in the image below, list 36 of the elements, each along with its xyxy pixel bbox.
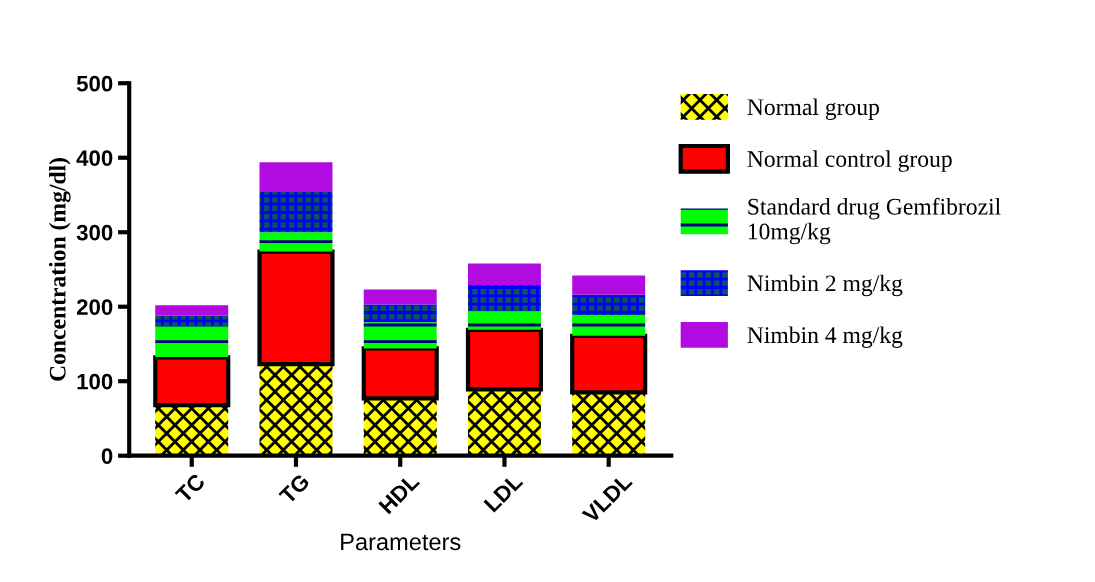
y-tick-label: 200 xyxy=(76,299,113,315)
bar xyxy=(572,314,646,336)
bar xyxy=(467,285,541,312)
y-tick-label: 300 xyxy=(76,224,113,241)
bar xyxy=(363,289,437,305)
bar xyxy=(572,392,646,456)
legend-label: Normal group xyxy=(747,98,879,120)
bar xyxy=(155,305,229,316)
bar xyxy=(363,322,437,349)
x-tick-label: LDL xyxy=(483,472,524,513)
legend-label: Normal control group xyxy=(747,150,952,172)
bar xyxy=(572,275,646,295)
y-tick-label: 0 xyxy=(101,448,113,464)
bar xyxy=(363,304,437,323)
y-tick-label: 500 xyxy=(76,75,113,92)
y-axis-title: Concentration (mg/dl) xyxy=(49,158,71,381)
legend-label: Nimbin 2 mg/kg xyxy=(747,274,903,297)
y-tick-label: 400 xyxy=(76,150,113,166)
x-tick-label: TC xyxy=(174,472,207,504)
x-tick-label: HDL xyxy=(378,472,420,515)
bar xyxy=(467,311,541,330)
bar xyxy=(155,315,229,327)
bar xyxy=(572,294,646,315)
x-axis-title: Parameters xyxy=(341,533,461,551)
bar xyxy=(259,191,333,233)
bar xyxy=(259,162,333,192)
x-tick-label: TG xyxy=(278,473,311,505)
bar xyxy=(259,232,333,252)
legend-label: Nimbin 4 mg/kg xyxy=(747,326,903,348)
bar xyxy=(155,405,229,456)
bar xyxy=(467,263,541,286)
bar xyxy=(259,364,333,456)
bar xyxy=(155,326,229,358)
y-tick-label: 100 xyxy=(77,373,113,390)
bar xyxy=(363,398,437,456)
legend-label: Standard drug Gemfibrozil 10mg/kg xyxy=(748,197,1001,245)
